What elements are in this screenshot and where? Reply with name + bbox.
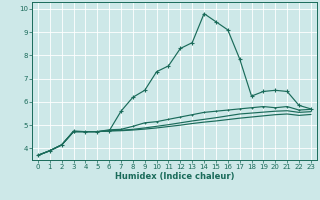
X-axis label: Humidex (Indice chaleur): Humidex (Indice chaleur): [115, 172, 234, 181]
